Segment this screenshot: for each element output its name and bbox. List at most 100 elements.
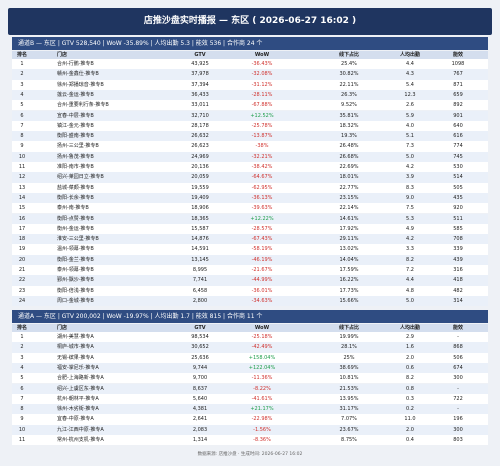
cell: 盐城-菜颇·推专B [57, 184, 94, 191]
cell: 18.32% [339, 122, 359, 129]
cell: 616 [453, 133, 463, 140]
cell: 4.0 [406, 122, 414, 129]
cell: -28.11% [251, 91, 273, 98]
cell: -64.67% [251, 174, 273, 181]
cell: -25.78% [251, 122, 273, 129]
cell: 2 [20, 71, 24, 78]
cell: 18,906 [191, 205, 209, 212]
cell: 300 [453, 426, 463, 433]
cell: 绍兴-上虞区东·推专A [57, 385, 104, 392]
cell: 22.77% [339, 184, 359, 191]
cell: 1,314 [192, 437, 208, 443]
cell: 5 [20, 102, 24, 109]
cell: 11 [18, 164, 26, 170]
cell: 26,623 [191, 143, 209, 150]
cell: 泰州-领幕·推专B [57, 267, 94, 273]
cell: 6 [20, 385, 24, 392]
cell: 29.11% [339, 236, 359, 243]
cell: 11 [18, 437, 26, 443]
cell: +12.22% [250, 215, 274, 222]
table-row: 20 衡阳-金兰·推专B 13,145 -46.19% 14.04% 8.2 439 [12, 254, 488, 265]
table-row: 4 福安-掌尼乐·推专A 9,744 +122.04% 38.69% 0.6 674 [12, 362, 488, 374]
cell: 21 [18, 267, 26, 273]
cell: 722 [453, 395, 463, 402]
cell: 4.9 [406, 225, 414, 232]
table-row: 2 赣州-金鑫仕·推专B 37,978 -32.08% 30.82% 4.3 767 [12, 69, 488, 80]
table-row: 7 镇江-金元·推专B 28,178 -25.78% 18.32% 4.0 640 [12, 120, 488, 132]
cell: 708 [453, 236, 463, 243]
cell: +21.17% [250, 406, 274, 413]
cell: - [457, 334, 459, 340]
cell: 530 [453, 164, 463, 170]
cell: 4.4 [406, 277, 414, 284]
cell: 绍兴-莱园日立·推专B [57, 174, 104, 181]
table-row: 3 徐州-郑播琼音·推专B 37,394 -31.12% 22.11% 5.4 871 [12, 79, 488, 90]
cell: GTV [194, 52, 206, 58]
cell: 28.1% [341, 344, 357, 351]
cell: 桐庐-城市·推专A [57, 344, 94, 351]
cell: 无锡-缤果·推专A [57, 354, 94, 361]
cell: - [457, 406, 459, 413]
cell: 7.07% [341, 416, 357, 423]
cell: 7,741 [192, 277, 208, 284]
cell: 1.6 [406, 344, 414, 351]
cell: 22.69% [339, 164, 359, 170]
cell: 9.0 [406, 194, 414, 201]
cell: 0.2 [406, 406, 414, 413]
cell: 衡州-金运·推专B [57, 225, 94, 232]
cell: 6 [20, 112, 24, 119]
cell: 衡阳-倍浅·推专B [57, 287, 94, 294]
cell: 8.2 [406, 256, 414, 263]
cell: 30.82% [339, 71, 359, 78]
cell: 衡阳-点赞·推专B [57, 215, 94, 222]
cell: 排名 [16, 325, 27, 331]
cell: 17.92% [339, 225, 359, 232]
cell: -36.13% [251, 194, 273, 201]
cell: 2,083 [192, 426, 208, 433]
table-row: 2 桐庐-城市·推专A 30,652 -42.49% 28.1% 1.6 868 [12, 342, 488, 353]
table-row: 5 合肥-上海路新·推专A 9,700 -11.36% 10.81% 8.2 300 [12, 373, 488, 384]
cell: 3.9 [406, 174, 414, 181]
cell: -46.19% [251, 256, 273, 263]
cell: 杭州-朝林平·推专A [57, 395, 99, 402]
table-row: 15 泰州-南·推专B 18,906 -39.63% 22.14% 7.5 920 [12, 203, 488, 214]
cell: 3.3 [406, 246, 414, 253]
cell: -67.88% [251, 102, 273, 109]
cell: 2,800 [192, 297, 208, 304]
cell: 23.67% [339, 426, 359, 433]
cell: 徐州-木劣街·推专A [57, 406, 99, 413]
cell: 镇江-金元·推专B [57, 122, 94, 129]
cell: -13.87% [251, 133, 273, 140]
cell: 0.8 [406, 385, 414, 392]
table-row: 5 合州-重要利行条·推专B 33,011 -67.88% 9.52% 2.6 892 [12, 100, 488, 111]
cell: 11.0 [404, 416, 416, 423]
cell: -38.42% [251, 164, 273, 170]
cell: - [457, 385, 459, 392]
cell: +158.04% [248, 354, 276, 361]
cell: 19,559 [191, 184, 209, 191]
cell: 1 [20, 61, 24, 67]
cell: 4.2 [406, 236, 414, 243]
cell: -22.98% [251, 416, 273, 423]
cell: 901 [453, 112, 463, 119]
cell: 0.3 [406, 395, 414, 402]
footer: 数据来源: 店推沙盘 · 生成时间: 2026-06-27 16:02 [197, 452, 303, 457]
cell: 14,591 [191, 246, 209, 253]
table-row: 9 扬州-三公里·推专B 26,623 -38% 26.48% 7.3 774 [12, 141, 488, 152]
cell: -39.63% [251, 205, 273, 212]
table-row: 6 宣春-中层·推专B 32,710 +12.52% 35.81% 5.9 901 [12, 110, 488, 121]
cell: 九江-江西中原·推专A [57, 426, 104, 433]
cell: 12.3 [404, 91, 416, 98]
cell: 徐州-郑播琼音·推专B [57, 81, 104, 88]
cell: 扬州-三公里·推专B [57, 143, 99, 150]
cell: 20 [18, 256, 26, 263]
cell: 767 [453, 71, 463, 78]
cell: 13.02% [339, 246, 359, 253]
cell: 14.61% [339, 215, 359, 222]
cell: 418 [453, 277, 463, 284]
cell: 25.4% [341, 61, 357, 67]
cell: 15.66% [339, 297, 359, 304]
table-row: 21 泰州-领幕·推专B 8,995 -21.67% 17.59% 7.2 316 [12, 265, 488, 276]
table-row: 12 绍兴-莱园日立·推专B 20,059 -64.67% 18.01% 3.9 514 [12, 172, 488, 183]
